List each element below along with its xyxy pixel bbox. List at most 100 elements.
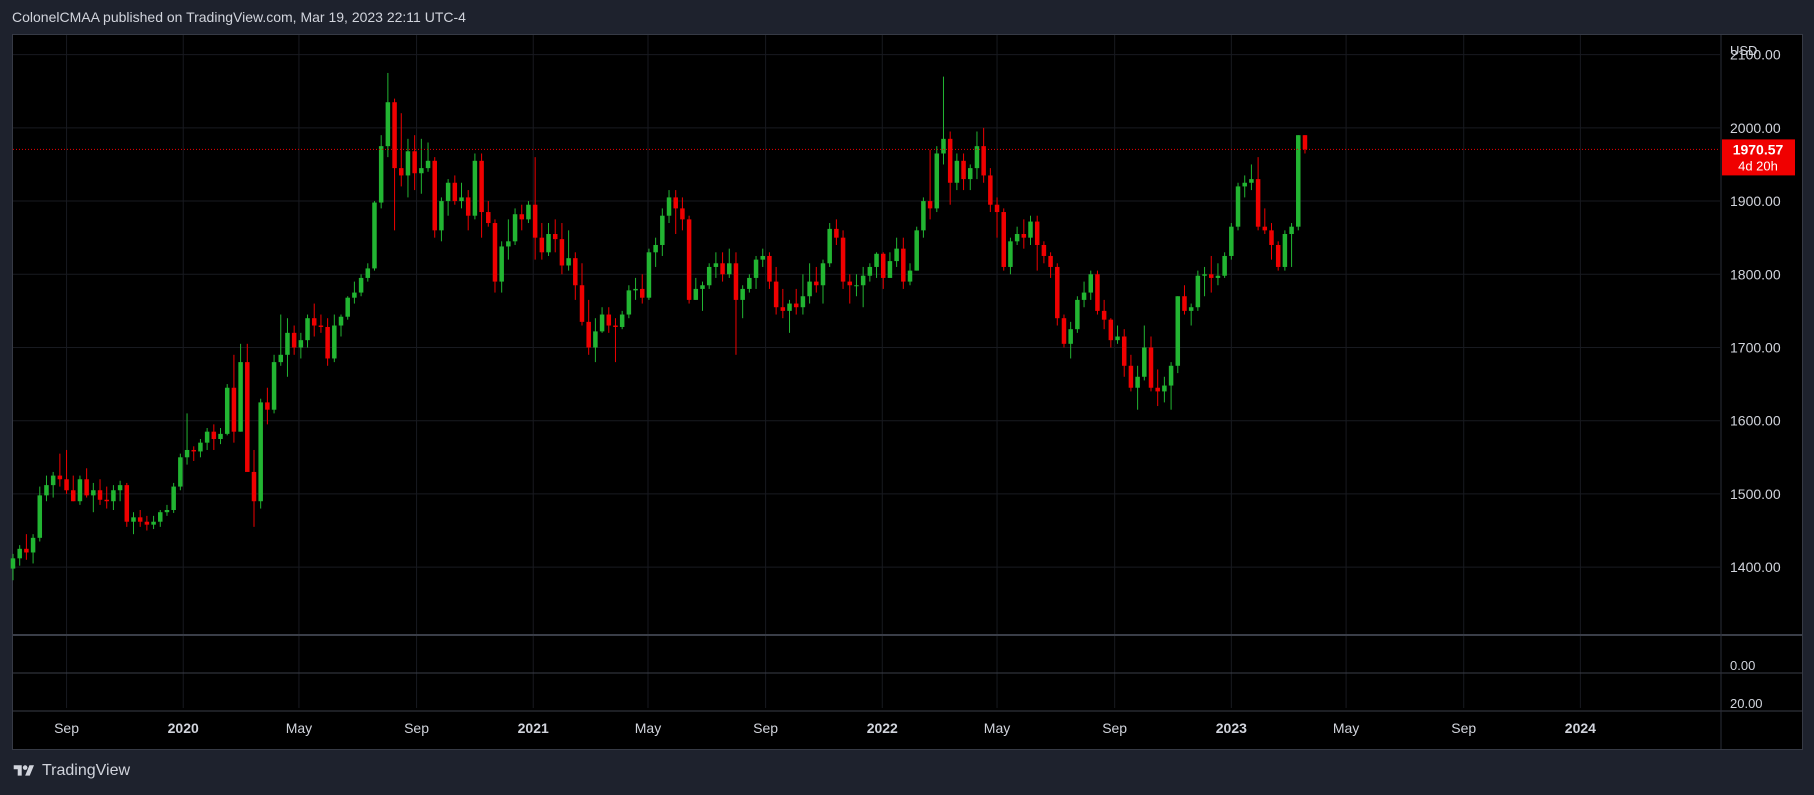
candle[interactable]	[800, 274, 806, 315]
candle[interactable]	[258, 398, 263, 509]
candle[interactable]	[238, 343, 243, 432]
candle[interactable]	[921, 197, 926, 238]
candle[interactable]	[1249, 164, 1254, 191]
candle[interactable]	[660, 208, 665, 256]
candle[interactable]	[887, 252, 893, 278]
candle[interactable]	[1014, 226, 1020, 245]
candle[interactable]	[519, 204, 525, 231]
candle[interactable]	[753, 255, 759, 289]
candle[interactable]	[733, 252, 739, 355]
candle[interactable]	[131, 512, 136, 535]
candle[interactable]	[178, 453, 183, 491]
candle[interactable]	[941, 76, 946, 165]
candle[interactable]	[479, 153, 484, 238]
candle[interactable]	[1135, 365, 1140, 410]
candle[interactable]	[30, 534, 36, 564]
candle[interactable]	[1162, 376, 1167, 403]
candle[interactable]	[579, 263, 585, 326]
candle[interactable]	[706, 263, 712, 289]
candle[interactable]	[1001, 208, 1006, 271]
footer-brand[interactable]: TradingView	[42, 762, 131, 779]
candle[interactable]	[231, 354, 237, 443]
candle[interactable]	[144, 515, 150, 531]
candle[interactable]	[573, 252, 578, 300]
candle[interactable]	[626, 285, 632, 319]
candle[interactable]	[1168, 362, 1174, 410]
candle[interactable]	[332, 314, 337, 363]
candle[interactable]	[793, 288, 799, 315]
candle[interactable]	[1182, 285, 1187, 315]
candle[interactable]	[432, 157, 437, 238]
candle[interactable]	[639, 274, 645, 304]
candle[interactable]	[559, 223, 565, 275]
candle[interactable]	[693, 277, 699, 300]
candle[interactable]	[1262, 208, 1268, 235]
candle[interactable]	[278, 314, 284, 366]
candle[interactable]	[1229, 223, 1234, 260]
candle[interactable]	[245, 343, 250, 472]
candle[interactable]	[1088, 270, 1094, 300]
candle[interactable]	[814, 266, 819, 293]
candle[interactable]	[860, 266, 866, 308]
candle[interactable]	[24, 534, 29, 560]
candle[interactable]	[586, 299, 591, 355]
candle[interactable]	[1115, 325, 1120, 344]
candle[interactable]	[593, 318, 598, 363]
candle[interactable]	[378, 135, 384, 209]
candle[interactable]	[1055, 263, 1060, 326]
candle[interactable]	[298, 332, 304, 359]
candle[interactable]	[1215, 263, 1221, 286]
candle[interactable]	[70, 475, 76, 502]
candle[interactable]	[372, 201, 377, 271]
candle[interactable]	[338, 314, 344, 337]
candle[interactable]	[1289, 223, 1294, 267]
candle[interactable]	[934, 146, 940, 213]
candle[interactable]	[50, 471, 56, 498]
candle[interactable]	[760, 248, 765, 267]
candle[interactable]	[97, 479, 103, 505]
candle[interactable]	[532, 157, 538, 260]
candle[interactable]	[251, 449, 257, 527]
candle[interactable]	[820, 259, 826, 304]
candle[interactable]	[874, 252, 879, 278]
candle[interactable]	[1302, 135, 1308, 154]
candle[interactable]	[1028, 215, 1033, 245]
candle[interactable]	[512, 208, 518, 245]
candle[interactable]	[204, 428, 210, 450]
candle[interactable]	[291, 325, 297, 355]
candle[interactable]	[137, 510, 143, 527]
candle[interactable]	[17, 545, 22, 566]
candle[interactable]	[1208, 255, 1214, 293]
candle[interactable]	[1142, 325, 1147, 381]
candle[interactable]	[1282, 230, 1288, 271]
candle[interactable]	[780, 288, 786, 319]
candle[interactable]	[1175, 296, 1181, 374]
candle[interactable]	[57, 453, 63, 487]
candle[interactable]	[419, 138, 424, 194]
candle[interactable]	[64, 449, 69, 494]
candle[interactable]	[686, 215, 692, 304]
candle[interactable]	[1235, 182, 1241, 231]
candle[interactable]	[720, 252, 725, 282]
candle[interactable]	[385, 72, 391, 158]
candle[interactable]	[619, 310, 625, 330]
candle[interactable]	[646, 248, 652, 300]
candle[interactable]	[405, 138, 411, 198]
candle[interactable]	[1008, 237, 1013, 275]
candle[interactable]	[311, 303, 317, 337]
candle[interactable]	[1128, 354, 1134, 392]
candle[interactable]	[787, 299, 792, 333]
candle[interactable]	[633, 277, 638, 300]
candle[interactable]	[914, 226, 919, 271]
candle[interactable]	[271, 354, 277, 414]
candle[interactable]	[104, 486, 109, 509]
candle[interactable]	[77, 475, 83, 505]
candle[interactable]	[680, 197, 685, 231]
candle[interactable]	[1195, 270, 1201, 311]
candle[interactable]	[1101, 299, 1107, 330]
candle[interactable]	[265, 387, 270, 425]
candle[interactable]	[954, 153, 960, 191]
candle[interactable]	[894, 237, 899, 267]
candle[interactable]	[1255, 157, 1261, 231]
